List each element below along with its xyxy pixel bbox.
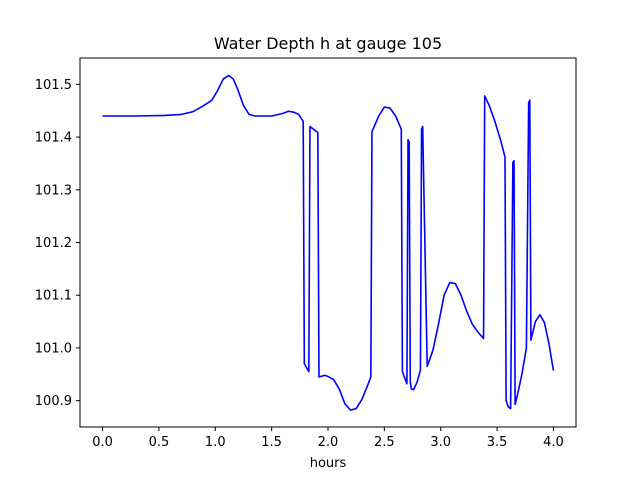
x-tick-label: 3.0 — [430, 435, 451, 450]
chart-title: Water Depth h at gauge 105 — [214, 34, 442, 53]
x-tick-label: 2.5 — [374, 435, 395, 450]
y-tick-label: 101.1 — [35, 289, 72, 304]
y-axis: 100.9 101.0 101.1 101.2 101.3 101.4 101.5 — [35, 78, 80, 409]
y-tick-label: 100.9 — [35, 394, 72, 409]
x-tick-label: 4.0 — [543, 435, 564, 450]
series-line — [102, 74, 555, 411]
y-tick-label: 101.5 — [35, 78, 72, 93]
y-tick-label: 101.0 — [35, 341, 72, 356]
y-tick-label: 101.3 — [35, 183, 72, 198]
plot-frame — [79, 57, 577, 428]
x-tick-label: 1.0 — [205, 435, 226, 450]
x-axis: 0.0 0.5 1.0 1.5 2.0 2.5 3.0 3.5 4.0 — [92, 427, 564, 450]
x-tick-label: 0.0 — [92, 435, 113, 450]
y-tick-label: 101.4 — [35, 131, 72, 146]
plot-area — [102, 74, 555, 411]
x-axis-label: hours — [310, 456, 347, 471]
x-tick-label: 2.0 — [318, 435, 339, 450]
x-tick-label: 0.5 — [149, 435, 170, 450]
y-tick-label: 101.2 — [35, 236, 72, 251]
x-tick-label: 1.5 — [261, 435, 282, 450]
x-tick-label: 3.5 — [487, 435, 508, 450]
